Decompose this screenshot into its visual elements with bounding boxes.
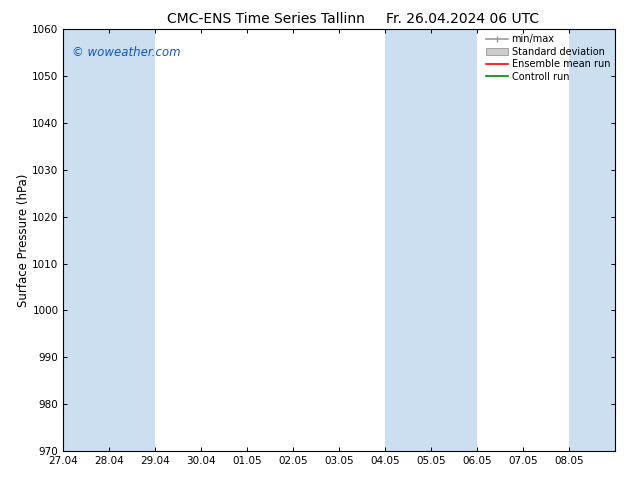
Bar [63, 29, 155, 451]
Text: © woweather.com: © woweather.com [72, 46, 180, 59]
Y-axis label: Surface Pressure (hPa): Surface Pressure (hPa) [16, 173, 30, 307]
Text: CMC-ENS Time Series Tallinn: CMC-ENS Time Series Tallinn [167, 12, 365, 26]
Text: Fr. 26.04.2024 06 UTC: Fr. 26.04.2024 06 UTC [386, 12, 540, 26]
Bar [385, 29, 477, 451]
Bar [569, 29, 615, 451]
Legend: min/max, Standard deviation, Ensemble mean run, Controll run: min/max, Standard deviation, Ensemble me… [484, 32, 612, 83]
